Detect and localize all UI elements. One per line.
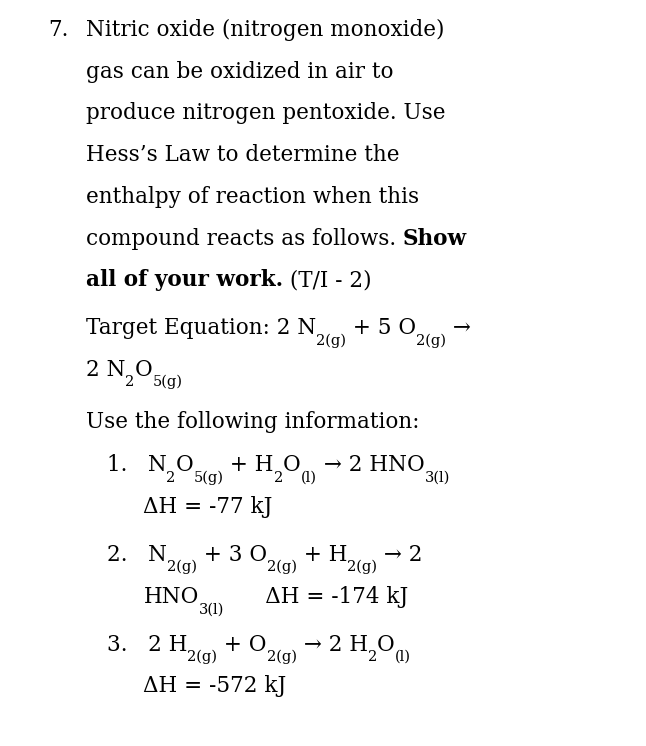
Text: 1.   N: 1. N — [107, 454, 167, 477]
Text: 2: 2 — [274, 471, 283, 485]
Text: → 2: → 2 — [377, 544, 422, 566]
Text: + 5 O: + 5 O — [346, 317, 416, 339]
Text: →: → — [446, 317, 471, 339]
Text: 5(g): 5(g) — [152, 375, 182, 389]
Text: Nitric oxide (nitrogen monoxide): Nitric oxide (nitrogen monoxide) — [86, 19, 444, 41]
Text: all of your work.: all of your work. — [86, 269, 283, 292]
Text: 5(g): 5(g) — [193, 471, 224, 485]
Text: + H: + H — [297, 544, 347, 566]
Text: + H: + H — [224, 454, 274, 477]
Text: + 3 O: + 3 O — [196, 544, 267, 566]
Text: 3(l): 3(l) — [199, 602, 224, 616]
Text: 2.   N: 2. N — [107, 544, 167, 566]
Text: (l): (l) — [395, 650, 411, 664]
Text: 2(g): 2(g) — [416, 333, 446, 348]
Text: 2: 2 — [368, 650, 377, 664]
Text: ΔH = -77 kJ: ΔH = -77 kJ — [143, 496, 273, 518]
Text: produce nitrogen pentoxide. Use: produce nitrogen pentoxide. Use — [86, 102, 446, 125]
Text: 2: 2 — [167, 471, 176, 485]
Text: 7.: 7. — [48, 19, 69, 41]
Text: 2(g): 2(g) — [316, 333, 346, 348]
Text: 2(g): 2(g) — [187, 650, 217, 664]
Text: (l): (l) — [301, 471, 317, 485]
Text: O: O — [283, 454, 301, 477]
Text: Hess’s Law to determine the: Hess’s Law to determine the — [86, 144, 399, 166]
Text: ΔH = -174 kJ: ΔH = -174 kJ — [224, 586, 408, 608]
Text: O: O — [134, 359, 152, 381]
Text: enthalpy of reaction when this: enthalpy of reaction when this — [86, 186, 419, 208]
Text: O: O — [377, 633, 395, 656]
Text: 2(g): 2(g) — [347, 560, 377, 574]
Text: 3.   2 H: 3. 2 H — [107, 633, 187, 656]
Text: + O: + O — [217, 633, 267, 656]
Text: all of your work.: all of your work. — [86, 269, 283, 292]
Text: 2(g): 2(g) — [267, 560, 297, 574]
Text: Target Equation: 2 N: Target Equation: 2 N — [86, 317, 316, 339]
Text: ΔH = -572 kJ: ΔH = -572 kJ — [143, 675, 287, 698]
Text: compound reacts as follows.: compound reacts as follows. — [86, 228, 403, 250]
Text: → 2 H: → 2 H — [297, 633, 368, 656]
Text: 2 N: 2 N — [86, 359, 125, 381]
Text: → 2 HNO: → 2 HNO — [317, 454, 424, 477]
Text: 2(g): 2(g) — [267, 650, 297, 664]
Text: Show: Show — [403, 228, 467, 250]
Text: 2: 2 — [125, 375, 134, 389]
Text: HNO: HNO — [143, 586, 199, 608]
Text: 2(g): 2(g) — [167, 560, 196, 574]
Text: O: O — [176, 454, 193, 477]
Text: compound reacts as follows.: compound reacts as follows. — [86, 228, 403, 250]
Text: gas can be oxidized in air to: gas can be oxidized in air to — [86, 60, 393, 83]
Text: Use the following information:: Use the following information: — [86, 411, 419, 433]
Text: (T/I - 2): (T/I - 2) — [283, 269, 371, 292]
Text: 3(l): 3(l) — [424, 471, 450, 485]
